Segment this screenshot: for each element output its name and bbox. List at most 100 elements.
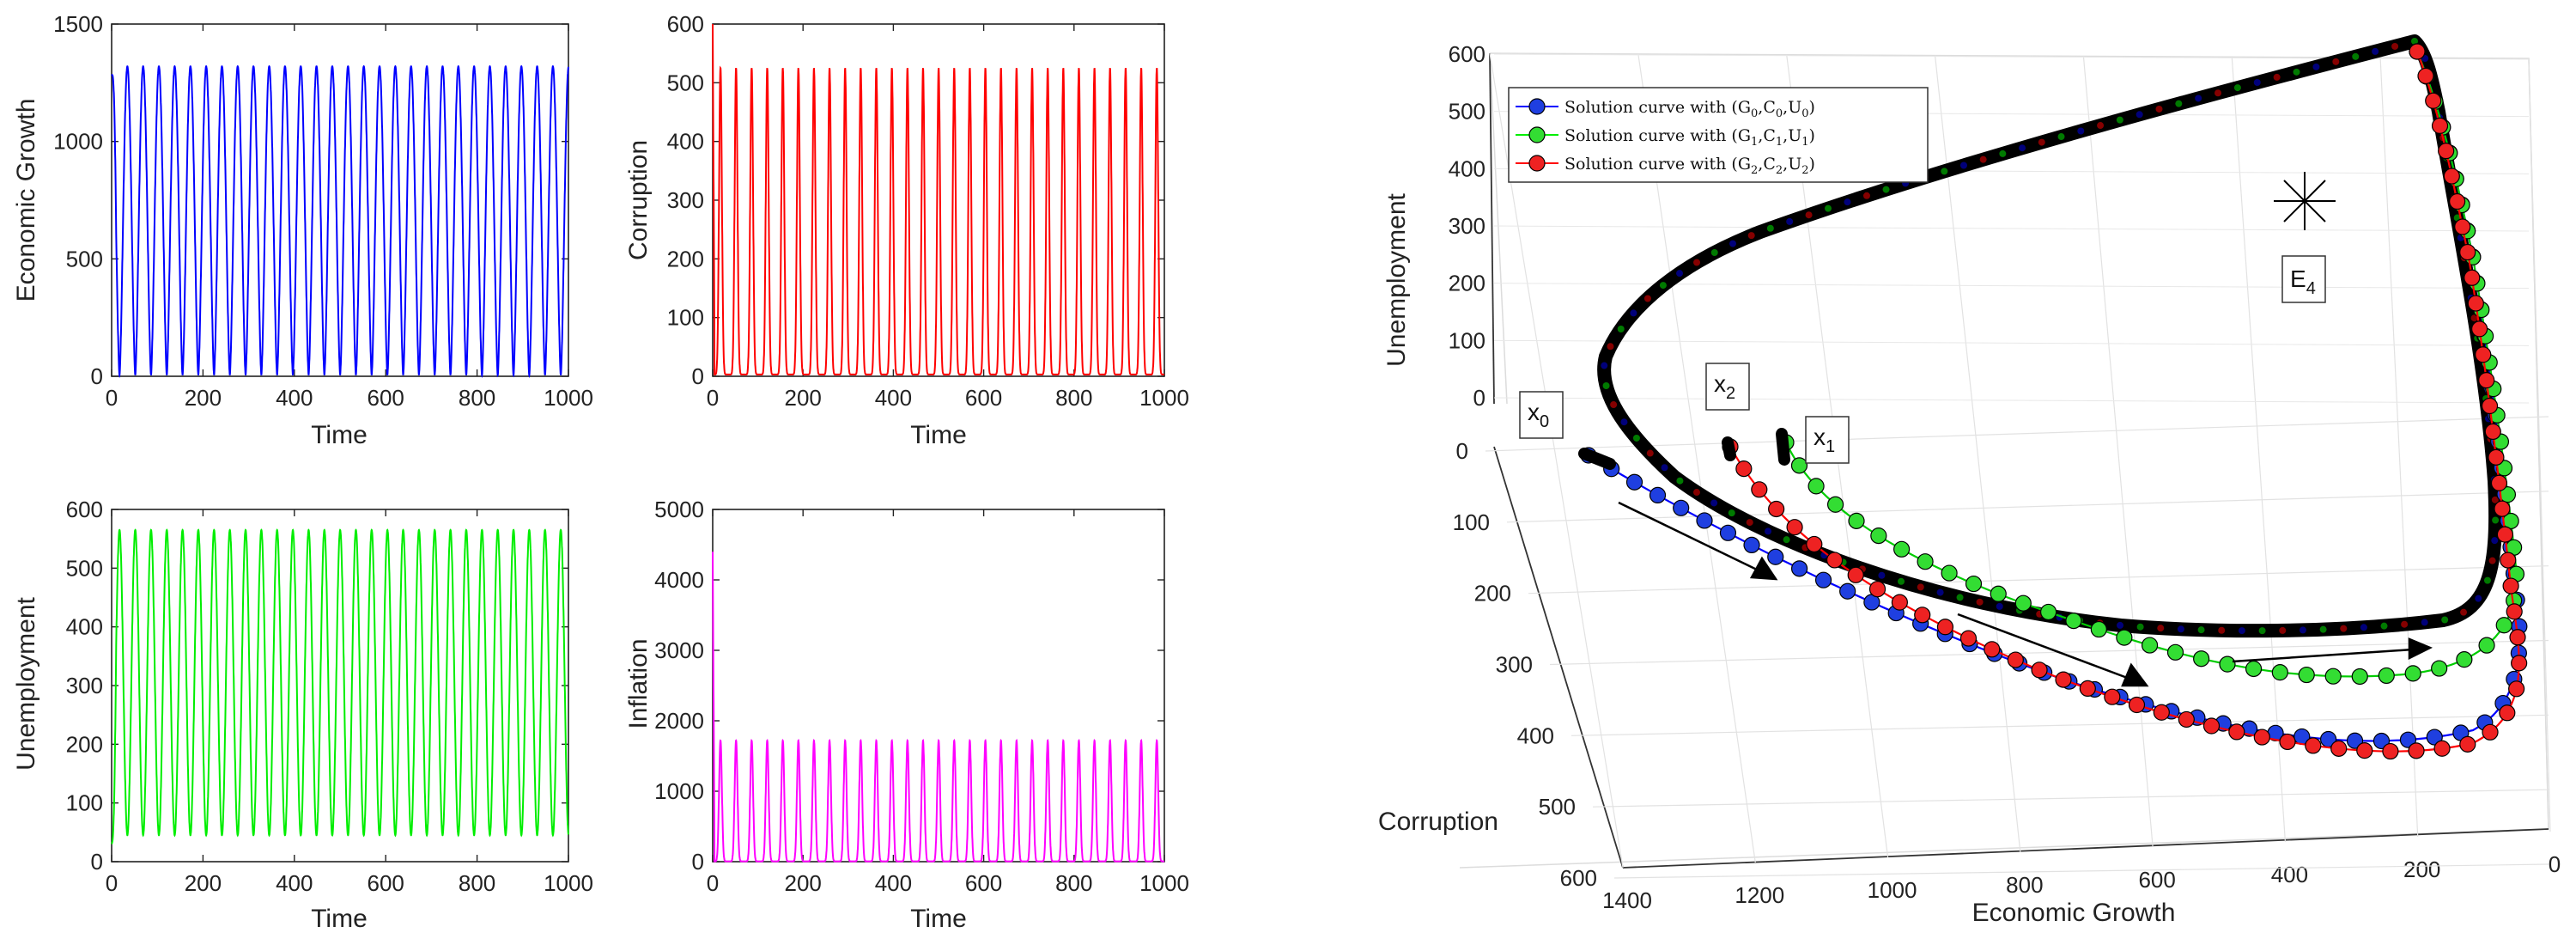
series-line-c <box>712 23 1164 375</box>
solution-marker-2 <box>2253 729 2270 746</box>
phase-y-tick-label: 0 <box>1456 438 1468 464</box>
phase-z-gridline <box>1493 397 2530 404</box>
phase-x-tick-label: 0 <box>2549 851 2561 877</box>
subplot-economic-growth: 0 200 400 600 800 1000 0 500 1000 1500 Time Econo… <box>12 11 593 449</box>
cycle-speck <box>1643 295 1651 302</box>
solution-marker-2 <box>2178 710 2195 729</box>
solution-marker-2 <box>1868 581 1886 598</box>
phase-y-gridline <box>1549 639 2549 666</box>
cycle-speck <box>2175 100 2183 107</box>
phase-y-gridline <box>1613 863 2549 879</box>
cycle-speck <box>2215 89 2222 97</box>
phase-y-tick-label: 100 <box>1453 509 1490 535</box>
cycle-speck <box>2238 627 2245 635</box>
solution-marker-2 <box>2509 629 2526 646</box>
cycle-speck <box>1941 168 1948 175</box>
x-tick-label: 0 <box>707 870 719 896</box>
x-tick-label: 600 <box>965 385 1002 411</box>
solution-marker-1 <box>2193 650 2210 668</box>
cycle-speck <box>2038 138 2045 146</box>
series-line-i <box>712 552 1164 863</box>
x-tick-label: 400 <box>875 385 912 411</box>
cycle-speck <box>2197 626 2205 634</box>
solution-marker-2 <box>2425 92 2442 109</box>
solution-marker-2 <box>2153 704 2170 721</box>
solution-marker-2 <box>2511 655 2528 672</box>
x-tick-label: 0 <box>106 870 118 896</box>
solution-marker-2 <box>2431 117 2449 134</box>
solution-marker-1 <box>1990 585 2007 602</box>
svg-text:Solution curve with (G2,C2,U2): Solution curve with (G2,C2,U2) <box>1564 155 1815 177</box>
phase-x-tick-label: 1000 <box>1868 877 1917 903</box>
phase-y-tick-label: 300 <box>1496 652 1533 678</box>
legend-sub-0c: 0 <box>1801 107 1808 120</box>
solution-marker-2 <box>2055 671 2072 688</box>
solution-marker-2 <box>2484 423 2501 441</box>
phase-x-gridline <box>1489 52 1624 869</box>
cycle-speck <box>1959 162 1967 169</box>
solution-marker-2 <box>2228 723 2245 741</box>
y-tick-label: 300 <box>667 187 704 213</box>
svg-text:Solution curve with (G1,C1,U1): Solution curve with (G1,C1,U1) <box>1564 126 1815 149</box>
solution-marker-2 <box>2502 577 2519 594</box>
cycle-speck <box>1917 583 1924 591</box>
cycle-speck <box>1976 598 1984 606</box>
phase-z-tick-label: 400 <box>1449 155 1485 181</box>
solution-marker-2 <box>2459 735 2476 753</box>
plot-area-corruption: 0 200 400 600 800 1000 0 100 200 300 400 500 600 <box>667 11 1189 411</box>
cycle-speck <box>2360 624 2367 631</box>
phase-y-gridline <box>1571 714 2549 736</box>
solution-marker-2 <box>2488 448 2505 466</box>
arrow-head-icon <box>2121 662 2149 687</box>
solution-marker-2 <box>2007 651 2024 668</box>
cycle-speck <box>1728 240 1736 247</box>
legend-sep-1b: ,U <box>1783 126 1801 145</box>
solution-marker-1 <box>2404 665 2421 682</box>
solution-marker-2 <box>2409 43 2426 60</box>
cycle-speck <box>1676 270 1684 277</box>
cycle-speck <box>1956 594 1964 601</box>
phase-y-gridline <box>1485 416 2549 452</box>
cycle-speck <box>1765 527 1772 535</box>
x-tick-label: 200 <box>185 385 222 411</box>
svg-text:E4: E4 <box>2290 265 2316 298</box>
solution-marker-1 <box>2351 668 2368 686</box>
solution-marker-1 <box>2141 637 2159 654</box>
solution-marker-0 <box>1625 473 1643 491</box>
phase-z-tick-label: 100 <box>1449 327 1485 353</box>
solution-marker-0 <box>1673 499 1690 516</box>
phase-z-tick-label: 600 <box>1449 41 1485 67</box>
subplot-unemployment: 0 200 400 600 800 1000 0 100 200 300 400 500 600 Tim… <box>12 497 593 933</box>
phase-y-gridline <box>1506 491 2549 523</box>
solution-marker-2 <box>2330 740 2348 757</box>
x-tick-label: 0 <box>106 385 118 411</box>
solution-marker-1 <box>1826 496 1844 513</box>
phase-y-tick-label: 200 <box>1474 581 1511 607</box>
legend-sub-2b: 2 <box>1776 164 1783 177</box>
y-tick-label: 100 <box>66 790 103 816</box>
solution-marker-1 <box>2014 594 2032 612</box>
legend-label-2: Solution curve with (G <box>1564 155 1751 174</box>
phase-y-gridline <box>1528 565 2549 594</box>
solution-marker-1 <box>1917 553 1934 570</box>
x1-subscript: 1 <box>1826 437 1835 456</box>
y-tick-label: 400 <box>66 614 103 640</box>
cycle-speck <box>2253 78 2261 86</box>
phase-y-tick-label: 500 <box>1539 794 1576 820</box>
cycle-speck <box>2491 496 2499 503</box>
solution-marker-2 <box>1751 481 1768 498</box>
solution-marker-2 <box>2305 737 2322 754</box>
solution-marker-2 <box>2128 696 2146 714</box>
solution-marker-1 <box>2495 617 2512 634</box>
direction-arrows <box>1618 501 2433 687</box>
cycle-speck <box>2492 516 2500 524</box>
y-tick-label: 500 <box>66 246 103 271</box>
legend-sep-0b: ,U <box>1783 98 1801 117</box>
cycle-speck <box>2177 625 2184 633</box>
ylabel-corruption: Corruption <box>624 140 653 260</box>
phase-x-tick-label: 600 <box>2138 867 2175 893</box>
solution-marker-2 <box>1984 641 2001 658</box>
solution-marker-2 <box>1806 535 1823 553</box>
solution-marker-2 <box>2471 320 2488 338</box>
